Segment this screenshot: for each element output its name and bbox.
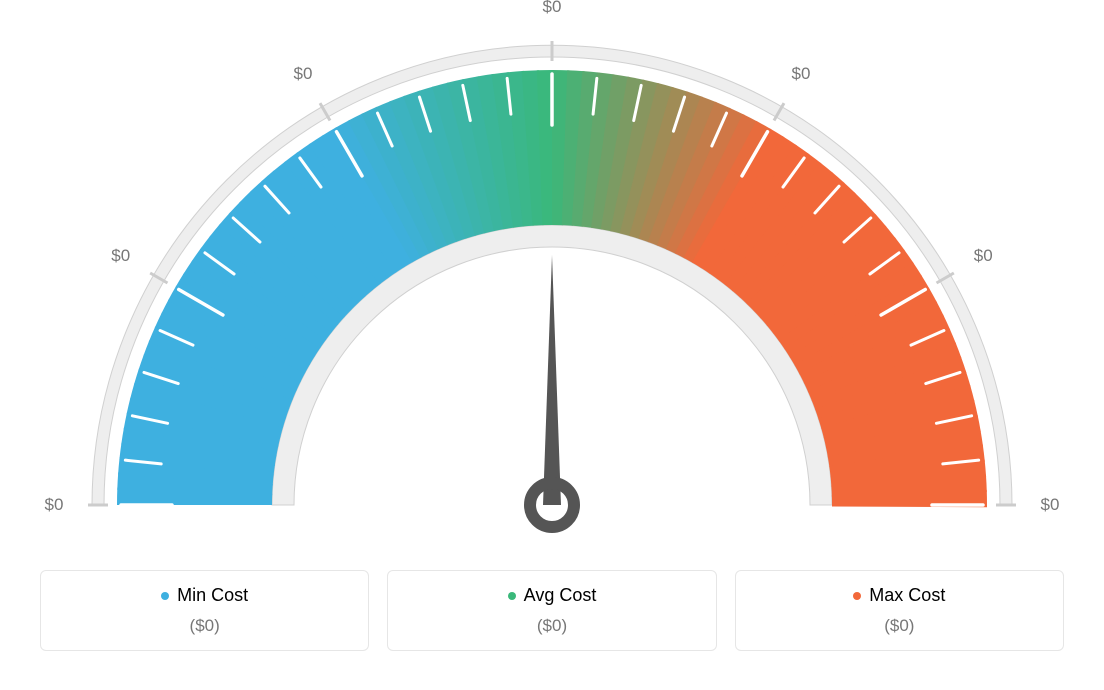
gauge-tick-label: $0 (45, 495, 64, 515)
gauge-tick-label: $0 (543, 0, 562, 17)
gauge-tick-label: $0 (111, 246, 130, 266)
gauge-chart: $0 $0 $0 $0 $0 $0 $0 (0, 0, 1104, 560)
gauge-tick-label: $0 (792, 64, 811, 84)
legend-row: Min Cost ($0) Avg Cost ($0) Max Cost ($0… (0, 560, 1104, 651)
legend-card-avg: Avg Cost ($0) (387, 570, 716, 651)
legend-value-min: ($0) (41, 616, 368, 636)
gauge-tick-label: $0 (294, 64, 313, 84)
legend-dot-max (853, 592, 861, 600)
gauge-tick-label: $0 (1041, 495, 1060, 515)
legend-dot-min (161, 592, 169, 600)
legend-card-max: Max Cost ($0) (735, 570, 1064, 651)
legend-dot-avg (508, 592, 516, 600)
legend-card-min: Min Cost ($0) (40, 570, 369, 651)
legend-value-max: ($0) (736, 616, 1063, 636)
legend-label-avg: Avg Cost (524, 585, 597, 606)
gauge-tick-label: $0 (974, 246, 993, 266)
gauge-svg (0, 0, 1104, 560)
legend-label-min: Min Cost (177, 585, 248, 606)
legend-value-avg: ($0) (388, 616, 715, 636)
legend-label-max: Max Cost (869, 585, 945, 606)
